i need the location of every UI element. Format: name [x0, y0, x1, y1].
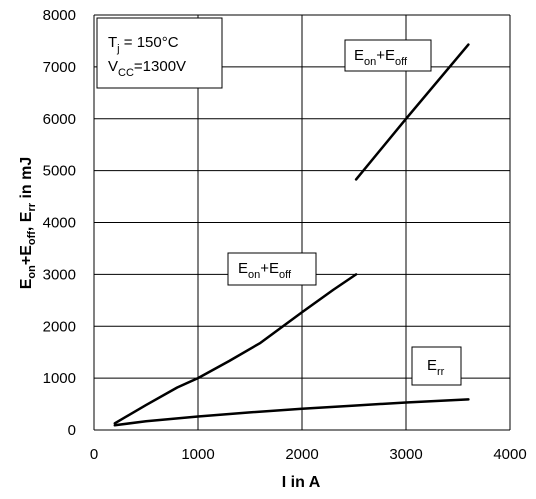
x-tick-label: 0: [90, 446, 98, 463]
y-tick-label: 2000: [43, 318, 76, 335]
series-line-err: [113, 398, 470, 427]
conditions-box: Tj = 150°C VCC=1300V: [96, 17, 223, 89]
y-tick-label: 1000: [43, 370, 76, 387]
label-eon-eoff-high: Eon+Eoff: [344, 39, 432, 72]
label-eon-eoff-low-frame: [227, 252, 317, 286]
x-tick-label: 1000: [181, 446, 214, 463]
series-line-eon_eoff_high: [354, 43, 470, 181]
y-tick-label: 7000: [43, 59, 76, 76]
y-tick-label: 3000: [43, 266, 76, 283]
label-eon-eoff-high-text: Eon+Eoff: [354, 47, 408, 68]
y-tick-label: 8000: [43, 7, 76, 24]
y-tick-label: 0: [68, 422, 76, 439]
series-line-eon_eoff_low: [113, 273, 358, 425]
label-eon-eoff-low-text: Eon+Eoff: [238, 260, 292, 281]
x-tick-label: 4000: [493, 446, 526, 463]
y-axis-title: Eon+Eoff, Err in mJ: [18, 157, 38, 290]
y-tick-label: 6000: [43, 111, 76, 128]
x-axis-title: I in A: [282, 474, 321, 491]
tj-label: Tj = 150°C: [108, 34, 179, 55]
x-tick-label: 2000: [285, 446, 318, 463]
label-err: Err: [411, 346, 462, 386]
label-err-frame: [411, 346, 462, 386]
x-tick-label: 3000: [389, 446, 422, 463]
label-err-text: Err: [427, 357, 445, 378]
label-eon-eoff-low: Eon+Eoff: [227, 252, 317, 286]
tick-labels: 0 1000 2000 3000 4000 0 1000 2000 3000 4000 5000 60…: [43, 7, 527, 463]
vcc-label: VCC=1300V: [108, 58, 186, 79]
conditions-box-frame: [96, 17, 223, 89]
y-tick-label: 4000: [43, 215, 76, 232]
grid: [93, 14, 511, 431]
series-group: [113, 43, 470, 427]
label-eon-eoff-high-frame: [344, 39, 432, 72]
y-tick-label: 5000: [43, 163, 76, 180]
